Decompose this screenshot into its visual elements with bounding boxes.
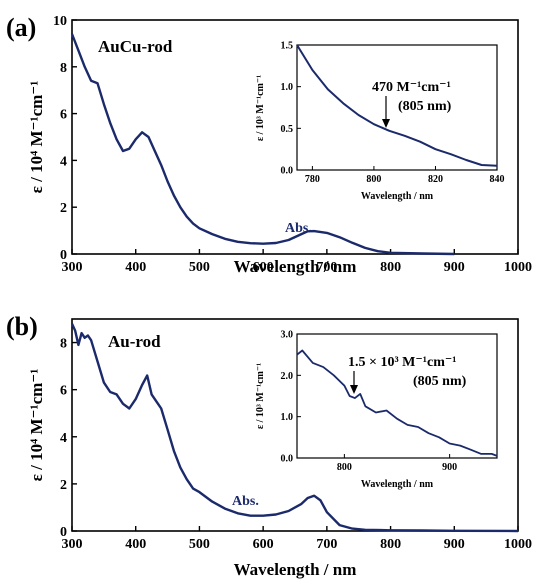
panel-a-inset-ticks: 780 800 820 840 0.0 0.5 1.0 1.5 — [281, 41, 505, 186]
panel-b-inset-frame — [296, 333, 498, 459]
panel-a-inset-xlabel: Wavelength / nm — [361, 191, 434, 202]
panel-a-inset-spectrum-line — [296, 44, 498, 167]
x-tick-label: 1000 — [504, 260, 532, 275]
panel-a-sample-label: AuCu-rod — [98, 37, 173, 56]
y-tick-label: 3.0 — [281, 330, 294, 341]
panel-b-inset-ylabel: ε / 10³ M⁻¹cm⁻¹ — [255, 363, 266, 429]
x-tick-label: 300 — [62, 537, 83, 552]
y-tick-label: 2 — [60, 478, 67, 493]
y-tick-label: 0.5 — [281, 124, 294, 135]
y-tick-label: 6 — [60, 384, 67, 399]
panel-a-xlabel: Wavelength / nm — [234, 257, 357, 276]
x-tick-label: 400 — [125, 537, 146, 552]
y-tick-label: 1.0 — [281, 412, 294, 423]
x-tick-label: 840 — [490, 174, 505, 185]
x-tick-label: 700 — [316, 537, 337, 552]
panel-a-abs-label: Abs. — [285, 221, 312, 236]
panel-b-inset-ticks: 800 900 0.0 1.0 2.0 3.0 — [281, 330, 458, 474]
y-tick-label: 0.0 — [281, 166, 294, 177]
x-tick-label: 400 — [125, 260, 146, 275]
y-tick-label: 6 — [60, 108, 67, 123]
panel-a-label: (a) — [6, 13, 36, 42]
panel-b-inset-xlabel: Wavelength / nm — [361, 479, 434, 490]
panel-b-annotation-value: 1.5 × 10³ M⁻¹cm⁻¹ — [348, 355, 456, 370]
x-tick-label: 700 — [316, 260, 337, 275]
panel-b-sample-label: Au-rod — [108, 332, 161, 351]
panel-b-xlabel: Wavelength / nm — [234, 560, 357, 579]
x-tick-label: 800 — [380, 260, 401, 275]
y-tick-label: 0.0 — [281, 454, 294, 465]
x-tick-label: 600 — [253, 260, 274, 275]
panel-b-abs-label: Abs. — [232, 494, 259, 509]
panel-a-spectrum-line — [70, 33, 455, 256]
y-tick-label: 0 — [60, 248, 67, 263]
y-tick-label: 8 — [60, 61, 67, 76]
panel-b-ylabel: ε / 10⁴ M⁻¹cm⁻¹ — [27, 369, 46, 482]
y-tick-label: 2 — [60, 201, 67, 216]
y-tick-label: 10 — [53, 14, 67, 29]
panel-a-annotation-arrow — [382, 96, 390, 128]
x-tick-label: 500 — [189, 260, 210, 275]
x-tick-label: 800 — [380, 537, 401, 552]
x-tick-label: 800 — [337, 462, 352, 473]
panel-b-inset-spectrum-line — [296, 349, 498, 457]
y-tick-label: 2.0 — [281, 371, 294, 382]
x-tick-label: 800 — [366, 174, 381, 185]
panel-a-ylabel: ε / 10⁴ M⁻¹cm⁻¹ — [27, 81, 46, 194]
panel-a-inset-frame — [296, 44, 498, 171]
y-tick-label: 8 — [60, 337, 67, 352]
x-tick-label: 900 — [444, 537, 465, 552]
x-tick-label: 820 — [428, 174, 443, 185]
panel-a-ticks: 300 400 500 600 700 800 900 1000 0 2 4 6 8 10 — [53, 14, 532, 275]
x-tick-label: 500 — [189, 537, 210, 552]
x-tick-label: 600 — [253, 537, 274, 552]
y-tick-label: 0 — [60, 525, 67, 540]
panel-a-inset-ylabel: ε / 10³ M⁻¹cm⁻¹ — [255, 75, 266, 141]
x-tick-label: 300 — [62, 260, 83, 275]
x-tick-label: 780 — [305, 174, 320, 185]
panel-b-label: (b) — [6, 312, 38, 341]
panel-a-annotation-value: 470 M⁻¹cm⁻¹ — [372, 80, 451, 95]
x-tick-label: 900 — [442, 462, 457, 473]
panel-b-annotation-arrow — [350, 371, 358, 394]
panel-b-spectrum-line — [70, 323, 519, 533]
panel-b-frame — [71, 318, 519, 532]
y-tick-label: 4 — [60, 431, 67, 446]
y-tick-label: 1.5 — [281, 41, 294, 52]
panel-a-frame — [71, 19, 519, 255]
x-tick-label: 1000 — [504, 537, 532, 552]
y-tick-label: 4 — [60, 154, 67, 169]
panel-a-annotation-wavelength: (805 nm) — [398, 99, 452, 114]
panel-b-annotation-wavelength: (805 nm) — [413, 374, 467, 389]
panel-b-ticks: 300 400 500 600 700 800 900 1000 0 2 4 6 8 — [60, 337, 532, 552]
x-tick-label: 900 — [444, 260, 465, 275]
y-tick-label: 1.0 — [281, 82, 294, 93]
